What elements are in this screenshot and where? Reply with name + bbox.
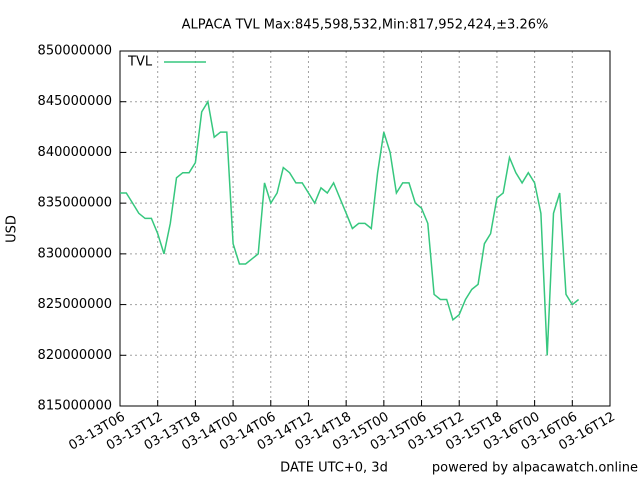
y-tick-label: 835000000: [38, 196, 112, 211]
footer: powered by alpacawatch.online: [432, 461, 638, 476]
y-tick-label: 850000000: [38, 44, 112, 59]
x-axis-label: DATE UTC+0, 3d: [280, 461, 388, 476]
y-axis-label: USD: [5, 215, 20, 243]
y-tick-label: 815000000: [38, 399, 112, 414]
data-line: [120, 99, 580, 356]
y-tick-label: 825000000: [38, 297, 112, 312]
chart-title: ALPACA TVL Max:845,598,532,Min:817,952,4…: [182, 18, 549, 33]
legend-label: TVL: [127, 55, 153, 70]
plot-border: [119, 50, 611, 407]
y-tick-label: 820000000: [38, 348, 112, 363]
y-tick-label: 840000000: [38, 145, 112, 160]
y-tick-label: 845000000: [38, 94, 112, 109]
y-tick-label: 830000000: [38, 246, 112, 261]
